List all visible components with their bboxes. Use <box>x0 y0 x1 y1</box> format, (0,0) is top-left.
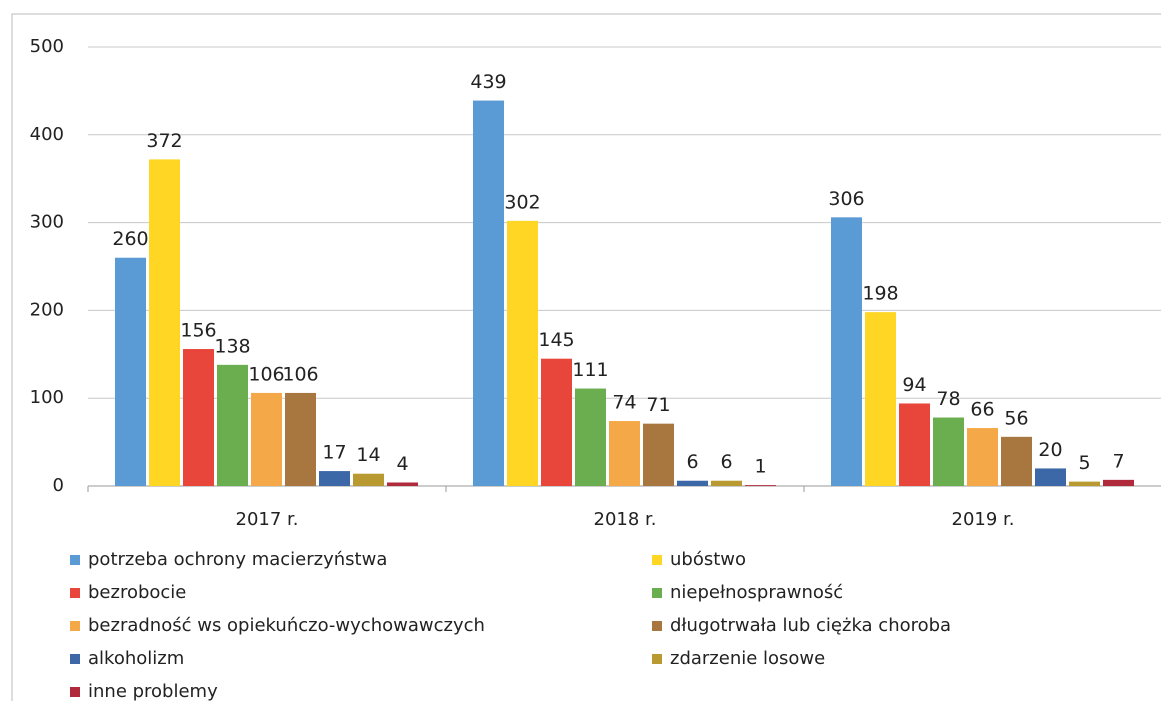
x-tick-label: 2017 r. <box>236 509 299 530</box>
legend-label: potrzeba ochrony macierzyństwa <box>88 549 387 570</box>
value-label: 260 <box>112 228 148 250</box>
bar <box>1035 468 1066 486</box>
value-label: 78 <box>936 388 960 410</box>
value-label: 106 <box>282 363 318 385</box>
legend-swatch <box>652 654 662 664</box>
bar <box>541 358 572 486</box>
bar <box>1103 479 1134 486</box>
value-label: 56 <box>1004 407 1028 429</box>
bar <box>251 392 282 486</box>
bar <box>353 473 384 486</box>
legend-swatch <box>70 555 80 565</box>
bar <box>745 485 776 486</box>
bar <box>285 392 316 486</box>
x-tick-label: 2018 r. <box>594 509 657 530</box>
y-tick-label: 0 <box>53 475 64 496</box>
legend-swatch <box>652 555 662 565</box>
value-label: 302 <box>504 191 540 213</box>
y-tick-label: 200 <box>30 299 64 320</box>
value-label: 306 <box>828 188 864 210</box>
bar <box>677 480 708 486</box>
value-label: 14 <box>356 444 380 466</box>
bar <box>967 428 998 486</box>
legend-label: bezradność ws opiekuńczo-wychowawczych <box>88 615 485 636</box>
legend-label: ubóstwo <box>670 549 746 570</box>
bar <box>609 421 640 486</box>
bar <box>575 388 606 486</box>
bar <box>387 482 418 486</box>
bar <box>183 349 214 486</box>
legend-swatch <box>70 588 80 598</box>
value-label: 4 <box>396 453 408 475</box>
bar <box>865 312 896 486</box>
legend-swatch <box>652 588 662 598</box>
bar <box>831 217 862 486</box>
value-label: 372 <box>146 130 182 152</box>
y-tick-label: 100 <box>30 387 64 408</box>
bar <box>319 471 350 486</box>
value-label: 138 <box>214 335 250 357</box>
value-label: 145 <box>538 329 574 351</box>
legend-label: długotrwała lub ciężka choroba <box>670 615 951 636</box>
bar <box>217 364 248 486</box>
bar <box>933 417 964 486</box>
value-label: 5 <box>1078 452 1090 474</box>
bar <box>899 403 930 486</box>
legend-label: alkoholizm <box>88 648 184 669</box>
legend-label: zdarzenie losowe <box>670 648 825 669</box>
bar <box>1069 481 1100 486</box>
x-tick-label: 2019 r. <box>952 509 1015 530</box>
legend-swatch <box>70 621 80 631</box>
value-label: 111 <box>572 359 608 381</box>
value-label: 94 <box>902 374 926 396</box>
legend-swatch <box>652 621 662 631</box>
value-label: 6 <box>720 451 732 473</box>
value-label: 74 <box>612 392 636 414</box>
value-label: 439 <box>470 71 506 93</box>
bar <box>115 257 146 486</box>
legend-swatch <box>70 654 80 664</box>
value-label: 198 <box>862 283 898 305</box>
chart-border <box>11 13 1161 701</box>
value-label: 71 <box>646 394 670 416</box>
bar <box>643 423 674 486</box>
legend-label: inne problemy <box>88 681 218 701</box>
value-label: 1 <box>754 456 766 478</box>
value-label: 66 <box>970 399 994 421</box>
bar <box>1001 436 1032 486</box>
bar <box>473 100 504 487</box>
value-label: 156 <box>180 320 216 342</box>
y-tick-label: 300 <box>30 212 64 233</box>
value-label: 106 <box>248 363 284 385</box>
value-label: 7 <box>1112 450 1124 472</box>
value-label: 17 <box>322 442 346 464</box>
y-tick-label: 500 <box>30 36 64 57</box>
bar <box>507 220 538 486</box>
legend-label: niepełnosprawność <box>670 582 843 603</box>
bar <box>149 159 180 486</box>
y-tick-label: 400 <box>30 124 64 145</box>
legend-swatch <box>70 687 80 697</box>
bar <box>711 480 742 486</box>
legend-label: bezrobocie <box>88 582 186 603</box>
value-label: 20 <box>1038 439 1062 461</box>
value-label: 6 <box>686 451 698 473</box>
